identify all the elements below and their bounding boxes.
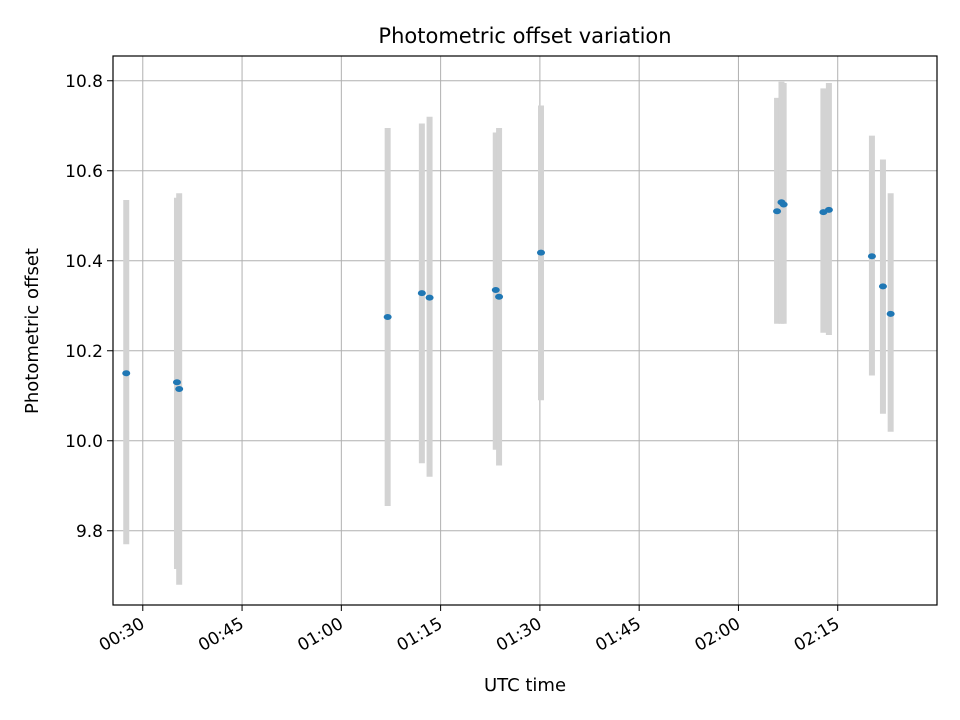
data-point: [773, 208, 782, 215]
data-point: [491, 287, 500, 293]
y-tick-label: 10.4: [65, 252, 103, 272]
y-tick-label: 10.6: [65, 162, 103, 182]
plot-frame: [112, 55, 938, 606]
data-point: [122, 370, 131, 377]
data-point: [425, 294, 434, 301]
data-point: [417, 290, 426, 297]
data-point: [172, 379, 181, 386]
y-tick-label: 10.2: [65, 342, 103, 362]
data-point: [779, 201, 788, 208]
data-point: [495, 293, 504, 300]
chart-title: Photometric offset variation: [378, 24, 671, 48]
y-tick-label: 9.8: [76, 522, 103, 542]
y-tick-label: 10.8: [65, 72, 103, 92]
data-point: [878, 283, 887, 290]
data-point: [886, 310, 895, 317]
data-point: [824, 206, 833, 213]
x-axis-label: UTC time: [484, 675, 566, 696]
data-points: [122, 199, 895, 392]
data-point: [383, 314, 392, 320]
y-axis-label: Photometric offset: [22, 248, 43, 414]
data-point: [867, 253, 876, 260]
y-tick-label: 10.0: [65, 432, 103, 452]
data-point: [536, 249, 545, 256]
data-point: [175, 386, 184, 392]
y-axis-ticks: 9.8 10.0 10.2 10.4 10.6 10.8: [65, 72, 113, 542]
